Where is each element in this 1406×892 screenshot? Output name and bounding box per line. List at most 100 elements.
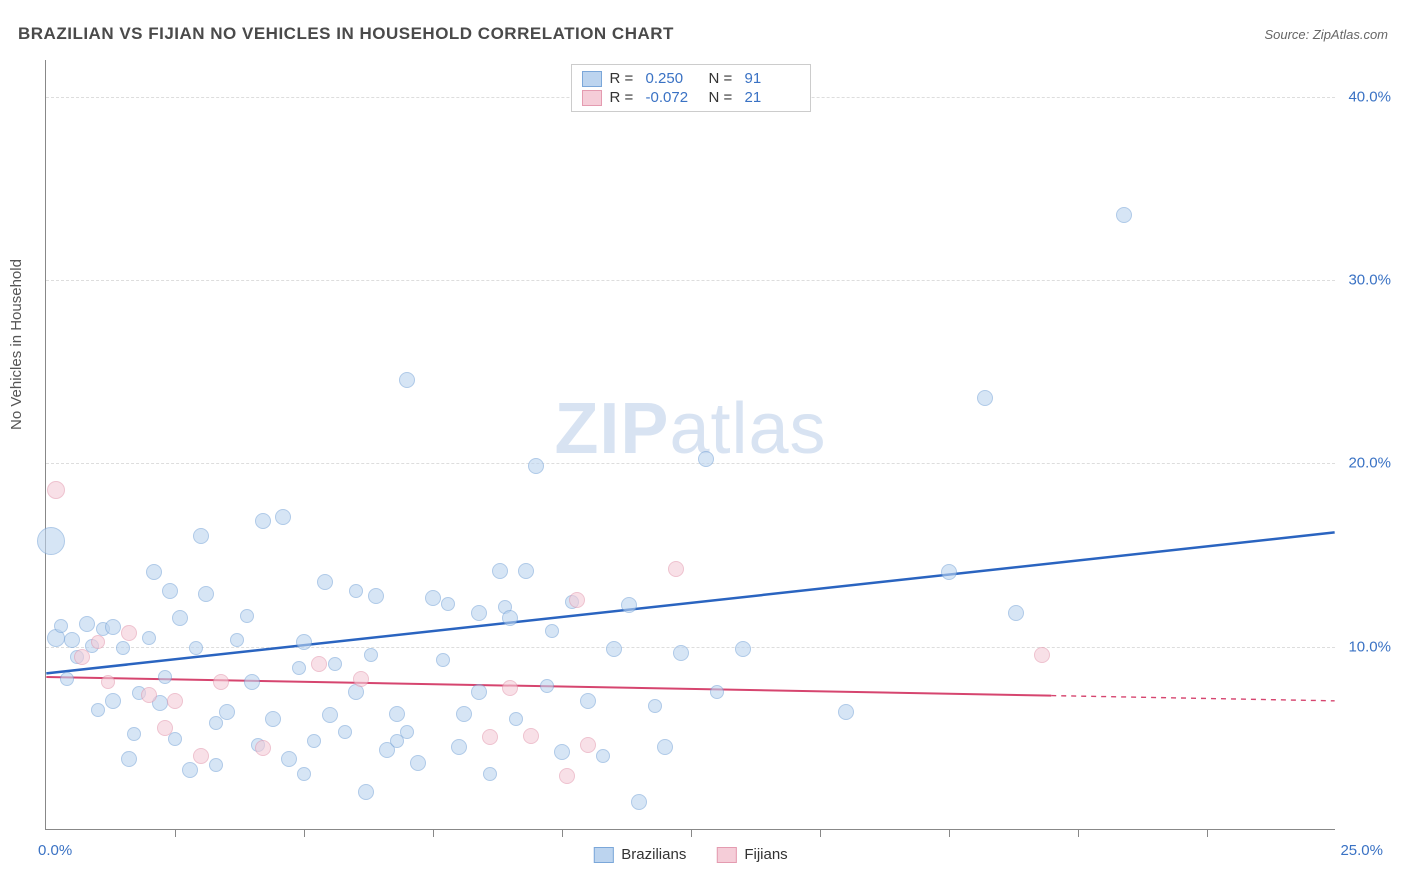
data-point (456, 706, 472, 722)
data-point (358, 784, 374, 800)
x-tick-label: 25.0% (1340, 842, 1383, 859)
data-point (116, 641, 130, 655)
x-tick (949, 829, 950, 837)
gridline-h (46, 647, 1335, 648)
data-point (483, 767, 497, 781)
data-point (157, 720, 173, 736)
data-point (399, 372, 415, 388)
data-point (471, 684, 487, 700)
data-point (209, 758, 223, 772)
data-point (698, 451, 714, 467)
swatch-icon (582, 71, 602, 87)
data-point (121, 625, 137, 641)
data-point (482, 729, 498, 745)
gridline-h (46, 280, 1335, 281)
legend-item-brazilians: Brazilians (593, 846, 686, 863)
data-point (838, 704, 854, 720)
data-point (502, 680, 518, 696)
data-point (410, 755, 426, 771)
data-point (596, 749, 610, 763)
data-point (158, 670, 172, 684)
data-point (37, 527, 65, 555)
data-point (121, 751, 137, 767)
data-point (297, 767, 311, 781)
data-point (141, 687, 157, 703)
data-point (79, 616, 95, 632)
data-point (328, 657, 342, 671)
legend-item-fijians: Fijians (716, 846, 787, 863)
data-point (219, 704, 235, 720)
data-point (735, 641, 751, 657)
swatch-icon (716, 847, 736, 863)
trend-lines (46, 60, 1335, 829)
data-point (64, 632, 80, 648)
data-point (198, 586, 214, 602)
data-point (523, 728, 539, 744)
data-point (436, 653, 450, 667)
data-point (91, 703, 105, 717)
data-point (941, 564, 957, 580)
data-point (502, 610, 518, 626)
x-tick (1207, 829, 1208, 837)
data-point (1008, 605, 1024, 621)
x-tick (691, 829, 692, 837)
data-point (648, 699, 662, 713)
data-point (172, 610, 188, 626)
data-point (621, 597, 637, 613)
x-tick (562, 829, 563, 837)
data-point (127, 727, 141, 741)
data-point (91, 635, 105, 649)
data-point (509, 712, 523, 726)
data-point (311, 656, 327, 672)
y-tick-label: 30.0% (1348, 272, 1391, 289)
data-point (281, 751, 297, 767)
data-point (292, 661, 306, 675)
data-point (213, 674, 229, 690)
data-point (162, 583, 178, 599)
chart-title: BRAZILIAN VS FIJIAN NO VEHICLES IN HOUSE… (18, 24, 674, 44)
data-point (540, 679, 554, 693)
x-tick (175, 829, 176, 837)
y-axis-label: No Vehicles in Household (8, 259, 25, 430)
x-tick (1078, 829, 1079, 837)
data-point (425, 590, 441, 606)
data-point (631, 794, 647, 810)
x-tick (820, 829, 821, 837)
data-point (528, 458, 544, 474)
data-point (255, 740, 271, 756)
swatch-icon (582, 90, 602, 106)
data-point (710, 685, 724, 699)
gridline-h (46, 463, 1335, 464)
data-point (47, 481, 65, 499)
data-point (54, 619, 68, 633)
data-point (580, 693, 596, 709)
data-point (559, 768, 575, 784)
data-point (240, 609, 254, 623)
data-point (105, 693, 121, 709)
data-point (364, 648, 378, 662)
data-point (1034, 647, 1050, 663)
data-point (296, 634, 312, 650)
data-point (193, 528, 209, 544)
plot-area: ZIPatlas R = 0.250 N = 91 R = -0.072 N =… (45, 60, 1335, 830)
data-point (1116, 207, 1132, 223)
data-point (668, 561, 684, 577)
y-tick-label: 10.0% (1348, 638, 1391, 655)
data-point (389, 706, 405, 722)
data-point (322, 707, 338, 723)
data-point (182, 762, 198, 778)
series-legend: Brazilians Fijians (593, 846, 787, 863)
data-point (518, 563, 534, 579)
y-tick-label: 40.0% (1348, 88, 1391, 105)
data-point (441, 597, 455, 611)
data-point (105, 619, 121, 635)
data-point (554, 744, 570, 760)
data-point (569, 592, 585, 608)
data-point (400, 725, 414, 739)
data-point (244, 674, 260, 690)
data-point (189, 641, 203, 655)
data-point (265, 711, 281, 727)
data-point (368, 588, 384, 604)
watermark: ZIPatlas (554, 388, 826, 470)
data-point (451, 739, 467, 755)
